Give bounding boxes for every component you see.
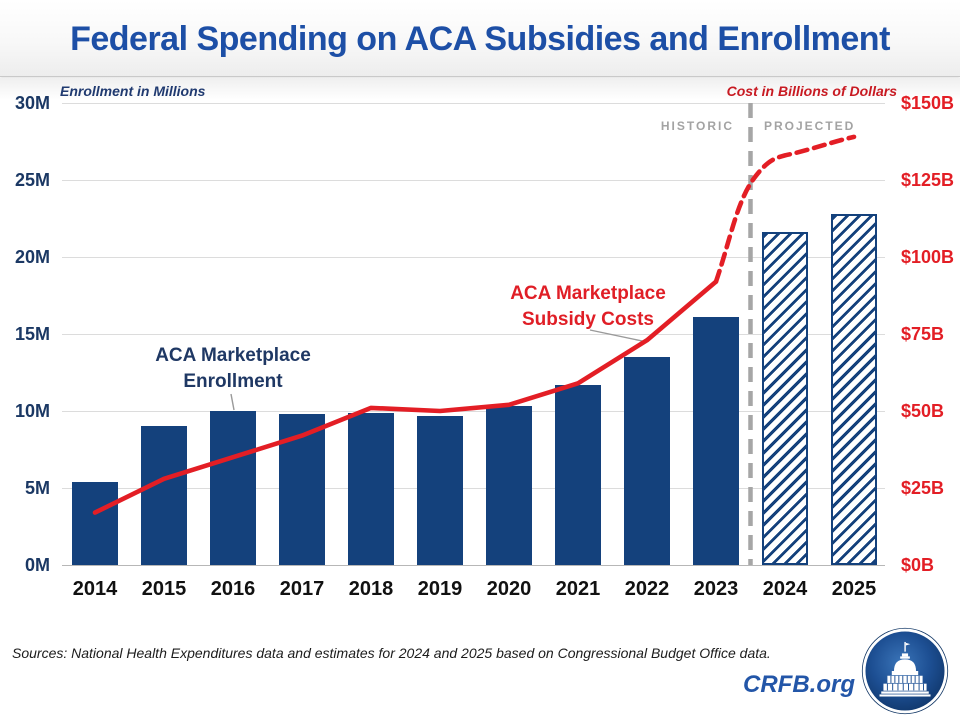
gridline (62, 103, 885, 104)
tick-label-left: 15M (14, 324, 50, 344)
historic-label: HISTORIC (660, 119, 734, 133)
tick-label-left: 5M (24, 478, 50, 498)
year-label: 2018 (348, 578, 394, 600)
left-axis-title: Enrollment in Millions (60, 83, 206, 99)
tick-label-right: $150B (901, 93, 955, 113)
year-label: 2019 (417, 578, 463, 600)
page-title: Federal Spending on ACA Subsidies and En… (70, 20, 890, 58)
enrollment-bar (417, 415, 463, 565)
tick-label-left: 10M (14, 401, 50, 421)
x-axis-labels: 2014 2015 2016 2017 2018 2019 2020 2021 2022 2023… (62, 578, 885, 604)
sources-note: Sources: National Health Expenditures da… (12, 645, 771, 661)
enrollment-annotation: ACA Marketplace Enrollment (133, 343, 333, 395)
tick-label-right: $0B (901, 555, 935, 575)
tick-label-left: 0M (24, 555, 50, 575)
x-axis-baseline (62, 565, 885, 566)
right-axis-title: Cost in Billions of Dollars (726, 83, 897, 99)
year-label: 2021 (555, 578, 601, 600)
year-label: 2016 (210, 578, 256, 600)
year-label: 2022 (624, 578, 670, 600)
year-label: 2024 (762, 578, 808, 600)
enrollment-annotation-line1: ACA Marketplace (155, 345, 311, 366)
tick-label-left: 30M (14, 93, 50, 113)
header-shading (0, 78, 960, 100)
tick-label-right: $125B (901, 170, 955, 190)
gridline (62, 257, 885, 258)
enrollment-leader (230, 393, 235, 411)
crfb-wordmark: CRFB.org (743, 671, 855, 698)
enrollment-bar (486, 406, 532, 565)
enrollment-bar (210, 411, 256, 565)
year-label: 2020 (486, 578, 532, 600)
enrollment-bar (348, 412, 394, 565)
year-label: 2014 (72, 578, 118, 600)
subsidy-annotation-line2: Subsidy Costs (522, 309, 654, 330)
enrollment-bar (555, 384, 601, 565)
enrollment-bar (624, 357, 670, 565)
year-label: 2025 (831, 578, 877, 600)
crfb-logo (861, 627, 949, 715)
enrollment-bar-projected (762, 232, 808, 565)
year-label: 2017 (279, 578, 325, 600)
year-label: 2015 (141, 578, 187, 600)
year-label: 2023 (693, 578, 739, 600)
header-band: Federal Spending on ACA Subsidies and En… (0, 0, 960, 77)
plot-area (62, 103, 885, 566)
subsidy-annotation: ACA Marketplace Subsidy Costs (488, 281, 688, 333)
projected-label: PROJECTED (764, 119, 856, 133)
subsidy-annotation-line1: ACA Marketplace (510, 283, 666, 304)
tick-label-right: $100B (901, 247, 955, 267)
enrollment-annotation-line2: Enrollment (183, 371, 283, 392)
capitol-icon (861, 627, 949, 715)
enrollment-bar (693, 317, 739, 565)
enrollment-bar (141, 426, 187, 565)
tick-label-right: $75B (901, 324, 945, 344)
tick-label-left: 25M (14, 170, 50, 190)
enrollment-bar-projected (831, 213, 877, 565)
tick-label-left: 20M (14, 247, 50, 267)
tick-label-right: $25B (901, 478, 945, 498)
tick-label-right: $50B (901, 401, 945, 421)
enrollment-bar (279, 414, 325, 565)
enrollment-bar (72, 481, 118, 565)
gridline (62, 180, 885, 181)
